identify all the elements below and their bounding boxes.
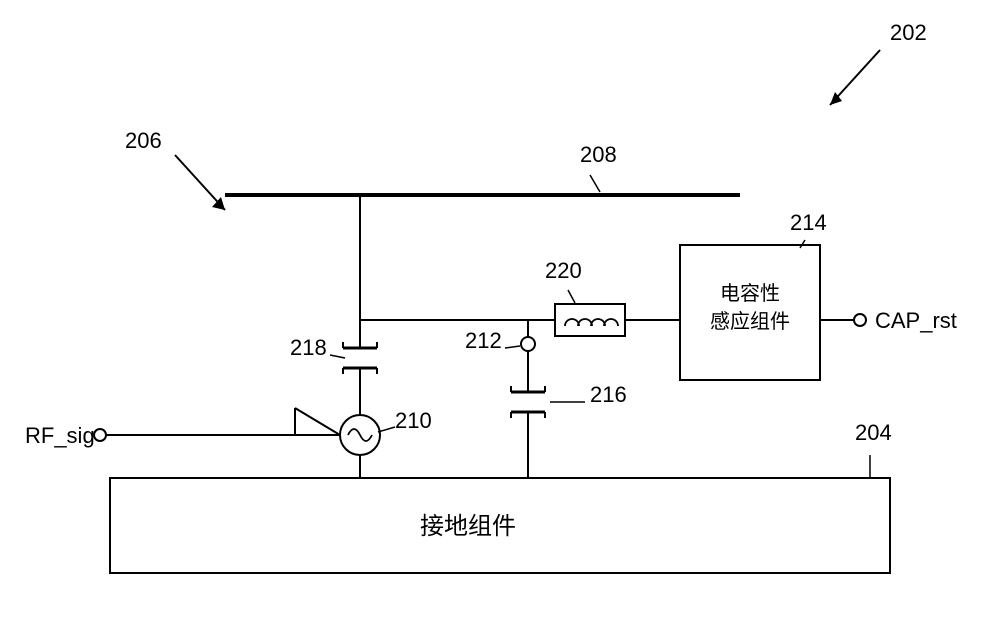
label-212: 212 bbox=[465, 328, 502, 354]
label-218: 218 bbox=[290, 335, 327, 361]
label-rf-sig: RF_sig bbox=[25, 423, 95, 449]
label-204: 204 bbox=[855, 420, 892, 446]
label-210: 210 bbox=[395, 408, 432, 434]
label-208: 208 bbox=[580, 142, 617, 168]
label-202: 202 bbox=[890, 20, 927, 46]
label-cap-rst: CAP_rst bbox=[875, 308, 957, 334]
label-220: 220 bbox=[545, 258, 582, 284]
ground-box-label: 接地组件 bbox=[420, 510, 516, 544]
cap-sense-box-label: 电容性感应组件 bbox=[690, 280, 810, 336]
label-216: 216 bbox=[590, 382, 627, 408]
label-206: 206 bbox=[125, 128, 162, 154]
label-214: 214 bbox=[790, 210, 827, 236]
